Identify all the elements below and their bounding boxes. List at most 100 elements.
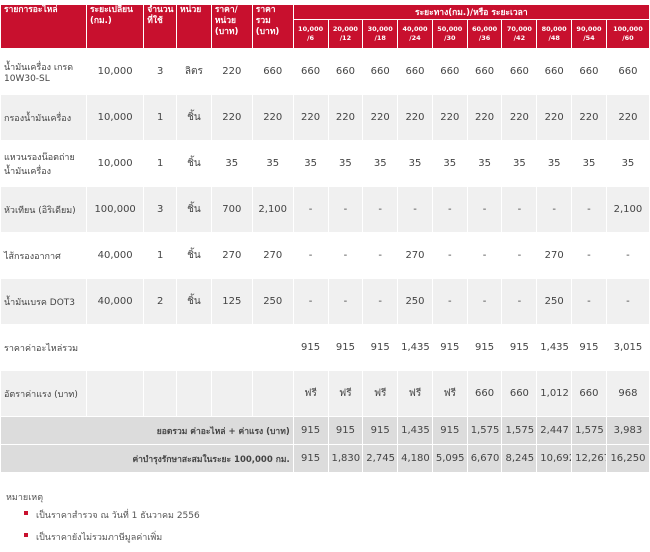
- cell-unit: ชิ้น: [176, 140, 212, 187]
- cell-interval: 100,000: [85, 186, 145, 233]
- note-item: เป็นราคายังไม่รวมภาษีมูลค่าเพิ่ม: [24, 530, 200, 544]
- note-text: เป็นราคายังไม่รวมภาษีมูลค่าเพิ่ม: [36, 533, 163, 543]
- cell-interval: 40,000: [85, 278, 145, 325]
- empty-cell: [251, 324, 294, 371]
- cell-qty: 3: [143, 48, 178, 95]
- cell-value: -: [397, 186, 433, 233]
- cell-value: 35: [362, 140, 399, 187]
- cell-value: 35: [292, 140, 329, 187]
- header-milestone: 70,000 /42: [501, 19, 538, 49]
- cell-value: -: [501, 186, 538, 233]
- cumulative-row: ค่าบำรุงรักษาสะสมในระยะ 100,000 กม. 915 1,…: [0, 444, 650, 473]
- cell-value: 35: [605, 140, 650, 187]
- cell-qty: 1: [143, 232, 178, 279]
- cell-value: 660: [536, 48, 573, 95]
- cell-qty: 1: [143, 140, 178, 187]
- cell-value: 660: [605, 48, 650, 95]
- cell-name: กรองน้ำมันเครื่อง: [0, 94, 87, 141]
- cell-value: 35: [466, 140, 503, 187]
- header-price-unit: ราคา/หน่วย (บาท): [210, 4, 253, 49]
- cell-value: 915: [292, 416, 329, 445]
- cell-total: 2,100: [251, 186, 294, 233]
- cell-price: 125: [210, 278, 253, 325]
- cell-value: 270: [536, 232, 573, 279]
- cell-value: 1,830: [327, 444, 364, 473]
- cell-value: 915: [466, 324, 503, 371]
- cell-unit: ชิ้น: [176, 278, 212, 325]
- note-item: เป็นราคาสำรวจ ณ วันที่ 1 ธันวาคม 2556: [24, 508, 200, 522]
- cell-value: 3,983: [605, 416, 650, 445]
- empty-cell: [85, 370, 145, 417]
- cell-value: 5,095: [431, 444, 468, 473]
- header-milestone: 30,000 /18: [362, 19, 399, 49]
- cell-value: 4,180: [397, 444, 433, 473]
- header-milestone: 40,000 /24: [397, 19, 433, 49]
- cell-value: 915: [292, 444, 329, 473]
- table-row: ไส้กรองอากาศ 40,000 1 ชิ้น 270 270- - -270- - -27…: [0, 232, 650, 279]
- cell-value: 8,245: [501, 444, 538, 473]
- cell-value: 220: [327, 94, 364, 141]
- cell-name: หัวเทียน (อิริเดียม): [0, 186, 87, 233]
- cell-value: 660: [571, 48, 607, 95]
- cell-value: 35: [327, 140, 364, 187]
- cell-interval: 40,000: [85, 232, 145, 279]
- cell-price: 220: [210, 94, 253, 141]
- cell-value: 220: [501, 94, 538, 141]
- cell-price: 700: [210, 186, 253, 233]
- cell-value: 35: [501, 140, 538, 187]
- header-milestone: 20,000 /12: [327, 19, 364, 49]
- cell-total: 250: [251, 278, 294, 325]
- cell-value: 1,435: [536, 324, 573, 371]
- header-part: รายการอะไหล่: [0, 4, 87, 49]
- empty-cell: [85, 324, 145, 371]
- cell-value: 1,575: [571, 416, 607, 445]
- cell-value: 660: [362, 48, 399, 95]
- cell-qty: 2: [143, 278, 178, 325]
- cell-value: 2,100: [605, 186, 650, 233]
- table-row: น้ำมันเครื่อง เกรด 10W30-SL 10,000 3 ลิตร 22…: [0, 48, 650, 95]
- cell-value: 660: [501, 48, 538, 95]
- cell-unit: ชิ้น: [176, 94, 212, 141]
- notes-title: หมายเหตุ: [6, 493, 44, 503]
- cell-value: -: [292, 232, 329, 279]
- cell-value: 35: [571, 140, 607, 187]
- cumulative-label: ค่าบำรุงรักษาสะสมในระยะ 100,000 กม.: [0, 444, 294, 473]
- cell-value: 220: [431, 94, 468, 141]
- cell-value: 1,435: [397, 324, 433, 371]
- cell-name: น้ำมันเครื่อง เกรด 10W30-SL: [0, 48, 87, 95]
- cell-price: 35: [210, 140, 253, 187]
- cell-value: -: [327, 278, 364, 325]
- cell-interval: 10,000: [85, 94, 145, 141]
- cell-unit: ชิ้น: [176, 186, 212, 233]
- cell-value: 915: [431, 416, 468, 445]
- header-milestone: 60,000 /36: [466, 19, 503, 49]
- header-interval: ระยะเปลี่ยน (กม.): [85, 4, 145, 49]
- cell-total: 220: [251, 94, 294, 141]
- cell-value: -: [605, 232, 650, 279]
- cell-value: -: [501, 232, 538, 279]
- cell-value: 6,670: [466, 444, 503, 473]
- notes-list: เป็นราคาสำรวจ ณ วันที่ 1 ธันวาคม 2556 เป็…: [6, 508, 200, 544]
- cell-value: 915: [327, 416, 364, 445]
- cell-value: 35: [536, 140, 573, 187]
- cell-price: 270: [210, 232, 253, 279]
- cell-value: 3,015: [605, 324, 650, 371]
- cell-value: 660: [327, 48, 364, 95]
- empty-cell: [251, 370, 294, 417]
- cell-value: 915: [292, 324, 329, 371]
- empty-cell: [210, 370, 253, 417]
- cell-value: -: [292, 186, 329, 233]
- cell-value: 915: [362, 324, 399, 371]
- cell-value: 915: [571, 324, 607, 371]
- cell-value: 1,575: [501, 416, 538, 445]
- cell-value: -: [327, 186, 364, 233]
- cell-qty: 3: [143, 186, 178, 233]
- cell-qty: 1: [143, 94, 178, 141]
- cell-value: 220: [292, 94, 329, 141]
- empty-cell: [176, 370, 212, 417]
- table-row: หัวเทียน (อิริเดียม) 100,000 3 ชิ้น 700 2,100…: [0, 186, 650, 233]
- cell-value: -: [571, 186, 607, 233]
- cell-name: ไส้กรองอากาศ: [0, 232, 87, 279]
- cell-value: 660: [571, 370, 607, 417]
- cell-unit: ชิ้น: [176, 232, 212, 279]
